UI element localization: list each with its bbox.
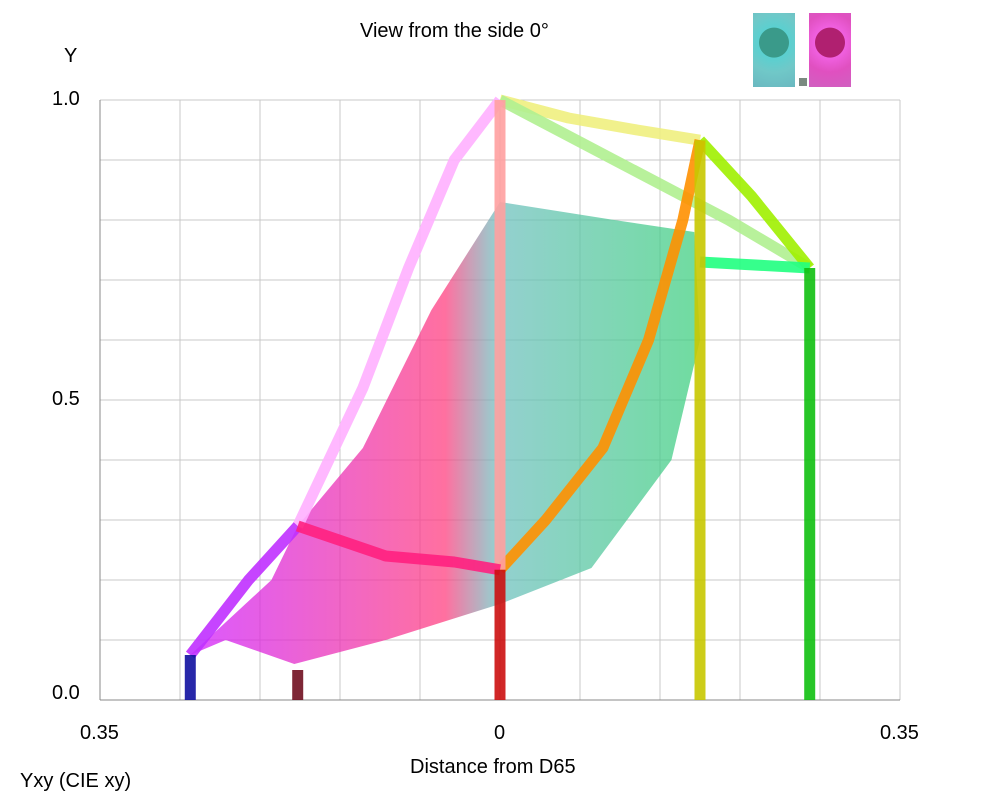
gamut-edge-cyan-to-green <box>699 256 811 274</box>
y-axis-label: Y <box>64 45 78 67</box>
x-tick-label: 0.35 <box>880 722 919 744</box>
converted-image-thumbnail <box>809 13 851 87</box>
gamut-edge-yellow-to-red <box>495 139 706 574</box>
gamut-edge-white-to-yellow <box>498 94 701 146</box>
gamut-edge-magenta-to-blue <box>185 522 302 659</box>
color-space-label: Yxy (CIE xy) <box>20 770 132 792</box>
x-tick-label: 0 <box>494 722 506 744</box>
gamut-edge-magenta-to-red <box>295 520 501 576</box>
gamut-edges <box>184 94 816 700</box>
gamut-edge-yellow-to-green <box>695 136 814 272</box>
image-gamut-fill <box>190 202 701 664</box>
chart-title: View from the side 0° <box>360 20 549 42</box>
average-color-swatch <box>799 78 807 86</box>
gamut-edge-white-to-green <box>497 95 813 273</box>
x-axis-label: Distance from D65 <box>410 756 576 778</box>
gamut-edge-white-to-magenta <box>292 96 505 529</box>
y-tick-label: 0.5 <box>52 388 80 410</box>
original-image-thumbnail <box>753 13 795 87</box>
y-tick-label: 0.0 <box>52 682 80 704</box>
x-tick-label: 0.35 <box>80 722 119 744</box>
y-tick-label: 1.0 <box>52 88 80 110</box>
